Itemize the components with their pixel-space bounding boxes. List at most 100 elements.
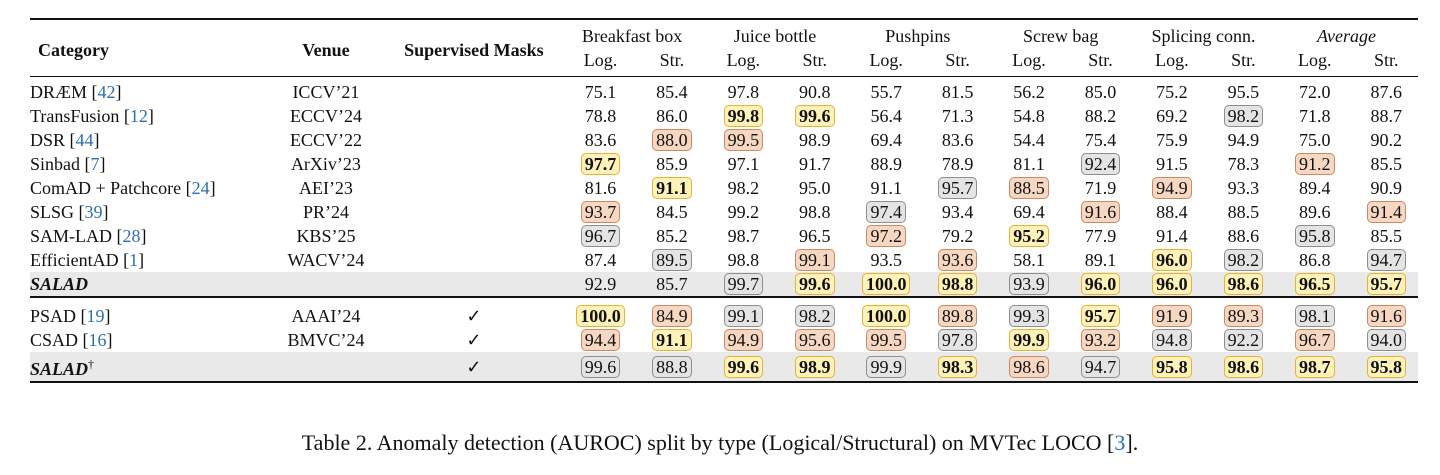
score-value: 91.9 [1152, 305, 1192, 327]
score-value: 98.1 [1295, 305, 1335, 327]
score-cell: 85.2 [640, 224, 703, 248]
citation-link[interactable]: 19 [86, 306, 105, 326]
score-cell: 93.6 [926, 248, 989, 272]
subheader-str: Str. [802, 50, 827, 70]
supervised-cell [387, 200, 560, 224]
score-value: 99.6 [723, 355, 764, 378]
score-cell: 99.6 [783, 272, 847, 297]
score-value: 88.7 [1370, 106, 1403, 126]
citation-link[interactable]: 44 [75, 130, 94, 150]
score-value: 75.2 [1156, 82, 1188, 102]
score-cell: 95.0 [783, 176, 846, 200]
score-cell: 99.2 [704, 200, 784, 224]
citation-link[interactable]: 12 [129, 106, 148, 126]
subheader-row: Log. Str. Log. Str. Log. Str. Log. Str. Log. Str.… [30, 48, 1418, 77]
citation-link[interactable]: 28 [122, 226, 141, 246]
score-cell: 88.7 [1355, 104, 1418, 128]
section-divider [30, 296, 1418, 304]
dagger-mark: † [88, 357, 95, 371]
score-cell: 89.8 [926, 304, 989, 328]
score-value: 99.7 [723, 273, 764, 295]
method-cell: SLSG [39] [30, 202, 109, 222]
supervised-cell [387, 152, 560, 176]
score-cell: 98.8 [783, 200, 846, 224]
score-cell: 88.9 [846, 152, 926, 176]
score-value: 93.6 [937, 249, 978, 271]
score-cell: 88.8 [640, 352, 704, 383]
score-value: 90.8 [799, 82, 831, 102]
score-value: 90.2 [1370, 130, 1403, 150]
header-group-screw-bag: Screw bag [1022, 26, 1099, 46]
score-cell: 100.0 [561, 304, 641, 328]
venue-cell: ECCV’22 [289, 130, 362, 150]
citation-link[interactable]: 1 [129, 250, 139, 270]
caption-citation: 3 [1114, 430, 1126, 455]
supervised-cell [387, 248, 560, 272]
score-cell: 97.8 [704, 77, 784, 105]
citation-link[interactable]: 16 [88, 330, 107, 350]
score-value: 93.7 [580, 201, 621, 223]
citation-link[interactable]: 39 [84, 202, 103, 222]
citation-link[interactable]: 42 [97, 82, 116, 102]
score-value: 100.0 [576, 305, 625, 327]
score-cell: 94.9 [1132, 176, 1212, 200]
score-value: 81.5 [941, 82, 974, 102]
citation-link[interactable]: 24 [191, 178, 210, 198]
score-value: 87.4 [584, 250, 617, 270]
score-value: 96.7 [580, 225, 621, 247]
score-cell: 93.2 [1069, 328, 1132, 352]
header-group-average: Average [1317, 26, 1376, 46]
venue-cell: KBS’25 [296, 226, 356, 246]
score-cell: 91.1 [640, 328, 703, 352]
score-value: 94.9 [1152, 177, 1192, 199]
supervised-cell [387, 104, 560, 128]
score-value: 94.9 [723, 329, 764, 351]
subheader-log: Log. [583, 50, 618, 70]
score-value: 98.2 [1223, 249, 1264, 271]
score-cell: 99.6 [703, 352, 784, 383]
score-cell: 99.5 [704, 128, 784, 152]
score-cell: 69.2 [1132, 104, 1212, 128]
score-cell: 78.3 [1212, 152, 1275, 176]
method-cell: CSAD [16] [30, 330, 113, 350]
score-cell: 98.9 [783, 352, 847, 383]
supervised-cell: ✓ [466, 330, 482, 350]
header-group-pushpins: Pushpins [885, 26, 951, 46]
score-value: 88.2 [1084, 106, 1117, 126]
score-value: 54.8 [1013, 106, 1045, 126]
score-value: 88.4 [1156, 202, 1188, 222]
score-value: 88.5 [1009, 177, 1049, 199]
score-value: 99.2 [727, 202, 760, 222]
score-cell: 97.1 [704, 152, 784, 176]
score-cell: 95.8 [1354, 352, 1418, 383]
score-cell: 99.1 [704, 304, 784, 328]
score-cell: 89.4 [1275, 176, 1355, 200]
score-value: 97.2 [866, 225, 906, 247]
score-value: 91.6 [1080, 201, 1121, 223]
supervised-cell: ✓ [466, 306, 482, 326]
score-value: 97.1 [727, 154, 760, 174]
method-cell: Sinbad [7] [30, 154, 106, 174]
score-value: 78.3 [1227, 154, 1260, 174]
score-cell: 97.2 [846, 224, 926, 248]
score-value: 81.6 [584, 178, 617, 198]
table-row-ours: SALAD† ✓ 99.6 88.8 99.6 98.9 99.9 98.3 98.6 94.7 9… [30, 352, 1418, 383]
score-value: 93.2 [1080, 329, 1121, 351]
score-cell: 98.2 [783, 304, 846, 328]
citation-link[interactable]: 7 [90, 154, 100, 174]
score-cell: 95.7 [926, 176, 989, 200]
score-cell: 90.9 [1355, 176, 1418, 200]
score-value: 98.6 [1223, 355, 1264, 378]
subheader-str: Str. [945, 50, 970, 70]
score-cell: 99.7 [703, 272, 784, 297]
score-value: 95.8 [1152, 355, 1192, 378]
score-value: 85.5 [1370, 226, 1403, 246]
score-cell: 98.6 [989, 352, 1069, 383]
table-row: CSAD [16] BMVC’24 ✓ 94.4 91.1 94.9 95.6 99.5 97.… [30, 328, 1418, 352]
score-cell: 54.8 [989, 104, 1069, 128]
score-cell: 77.9 [1069, 224, 1132, 248]
score-cell: 88.5 [1212, 200, 1275, 224]
score-value: 95.7 [1366, 273, 1407, 295]
score-value: 91.1 [870, 178, 902, 198]
results-table: Category Venue Supervised Masks Breakfas… [30, 18, 1418, 383]
